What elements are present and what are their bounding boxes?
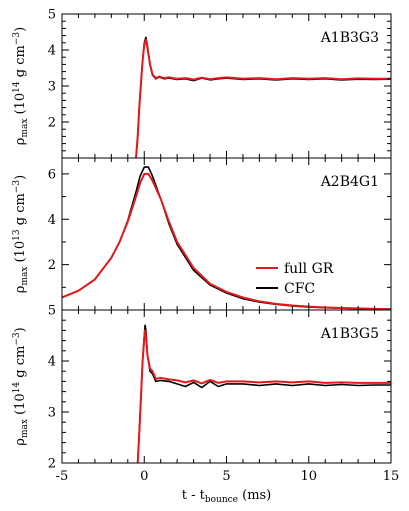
y-tick-label: 4 — [48, 213, 56, 228]
y-axis-title: ρmax (1013 g cm−3) — [12, 175, 30, 293]
x-tick-label: 0 — [140, 469, 148, 484]
series-lines — [62, 166, 391, 310]
y-tick-label: 2 — [48, 258, 56, 273]
y-tick-label: 2 — [48, 457, 56, 472]
series-line-full-gr — [62, 172, 391, 310]
legend-label-full-gr: full GR — [284, 261, 334, 277]
y-tick-label: 3 — [48, 80, 56, 95]
panel-a1b3g3: 2 3 4 5 A1B3G3 ρmax (1014 g cm−3) — [12, 8, 392, 159]
series-lines — [136, 324, 391, 463]
legend: full GR CFC — [256, 261, 334, 297]
panel-a1b3g5: 2 3 4 5 A1B3G5 ρmax (1014 g cm−3) — [12, 304, 392, 472]
y-axis-title: ρmax (1014 g cm−3) — [12, 327, 30, 445]
y-tick-label: 5 — [48, 8, 56, 23]
legend-label-cfc: CFC — [284, 281, 315, 297]
y-tick-label: 4 — [48, 44, 56, 59]
x-tick-label: 5 — [222, 469, 230, 484]
panel-label: A2B4G1 — [320, 174, 379, 190]
series-lines — [135, 36, 391, 158]
y-tick-label: 3 — [48, 406, 56, 421]
x-tick-labels: -5 0 5 10 15 — [56, 469, 400, 484]
y-tick-label: 2 — [48, 116, 56, 131]
y-tick-label: 5 — [48, 304, 56, 319]
series-line-full-gr — [135, 38, 391, 158]
series-line-cfc — [136, 324, 391, 463]
series-line-cfc — [135, 36, 391, 158]
x-axis-title: t - tbounce (ms) — [182, 488, 272, 505]
ticks: 2 3 4 5 — [48, 8, 392, 159]
x-tick-label: 10 — [300, 469, 317, 484]
ticks: 2 3 4 5 — [48, 304, 392, 472]
ticks: 2 4 6 — [48, 158, 392, 311]
panel-a2b4g1: 2 4 6 A2B4G1 ρmax (1013 g cm−3) full GR CF… — [12, 157, 392, 311]
y-tick-label: 6 — [48, 167, 56, 182]
x-tick-label: -5 — [56, 469, 69, 484]
panel-label: A1B3G5 — [320, 326, 379, 342]
y-tick-label: 4 — [48, 355, 56, 370]
panel-label: A1B3G3 — [320, 30, 379, 46]
x-tick-label: 15 — [383, 469, 400, 484]
y-axis-title: ρmax (1014 g cm−3) — [12, 27, 30, 145]
series-line-full-gr — [136, 329, 391, 463]
